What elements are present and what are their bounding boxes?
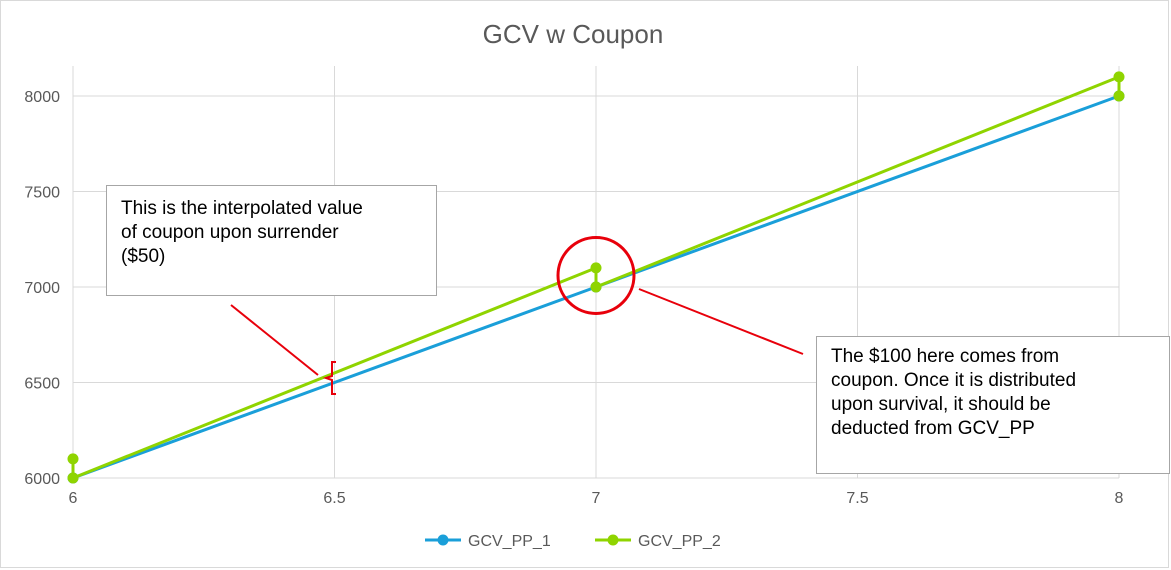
legend-marker	[437, 534, 449, 546]
data-point	[1113, 71, 1125, 83]
y-tick-label: 6500	[24, 376, 60, 393]
legend-label: GCV_PP_2	[638, 533, 721, 550]
legend-label: GCV_PP_1	[468, 533, 551, 550]
y-tick-label: 6000	[24, 471, 60, 488]
x-tick-label: 7	[592, 490, 601, 507]
legend: GCV_PP_1 GCV_PP_2	[425, 533, 721, 550]
data-point	[590, 281, 602, 293]
bracket-mark	[322, 361, 336, 395]
y-tick-label: 7500	[24, 185, 60, 202]
data-point	[590, 262, 602, 274]
annotation-callout-left: This is the interpolated value of coupon…	[106, 185, 437, 296]
x-tick-label: 7.5	[846, 490, 868, 507]
highlight-circle	[556, 235, 636, 315]
data-point	[1113, 90, 1125, 102]
data-point	[67, 472, 79, 484]
data-point	[67, 453, 79, 465]
legend-marker	[607, 534, 619, 546]
x-tick-label: 6.5	[323, 490, 345, 507]
x-tick-label: 8	[1115, 490, 1124, 507]
callout-line-right	[638, 288, 804, 355]
annotation-marks	[230, 235, 804, 395]
y-tick-label: 8000	[24, 89, 60, 106]
x-tick-label: 6	[69, 490, 78, 507]
y-tick-label: 7000	[24, 280, 60, 297]
series-lines	[67, 71, 1125, 484]
chart-title: GCV w Coupon	[483, 19, 664, 49]
tick-labels: 6000 6500 7000 7500 8000 6 6.5 7 7.5 8	[24, 89, 1123, 507]
annotation-callout-right: The $100 here comes from coupon. Once it…	[816, 336, 1170, 474]
callout-line-left	[230, 304, 319, 376]
